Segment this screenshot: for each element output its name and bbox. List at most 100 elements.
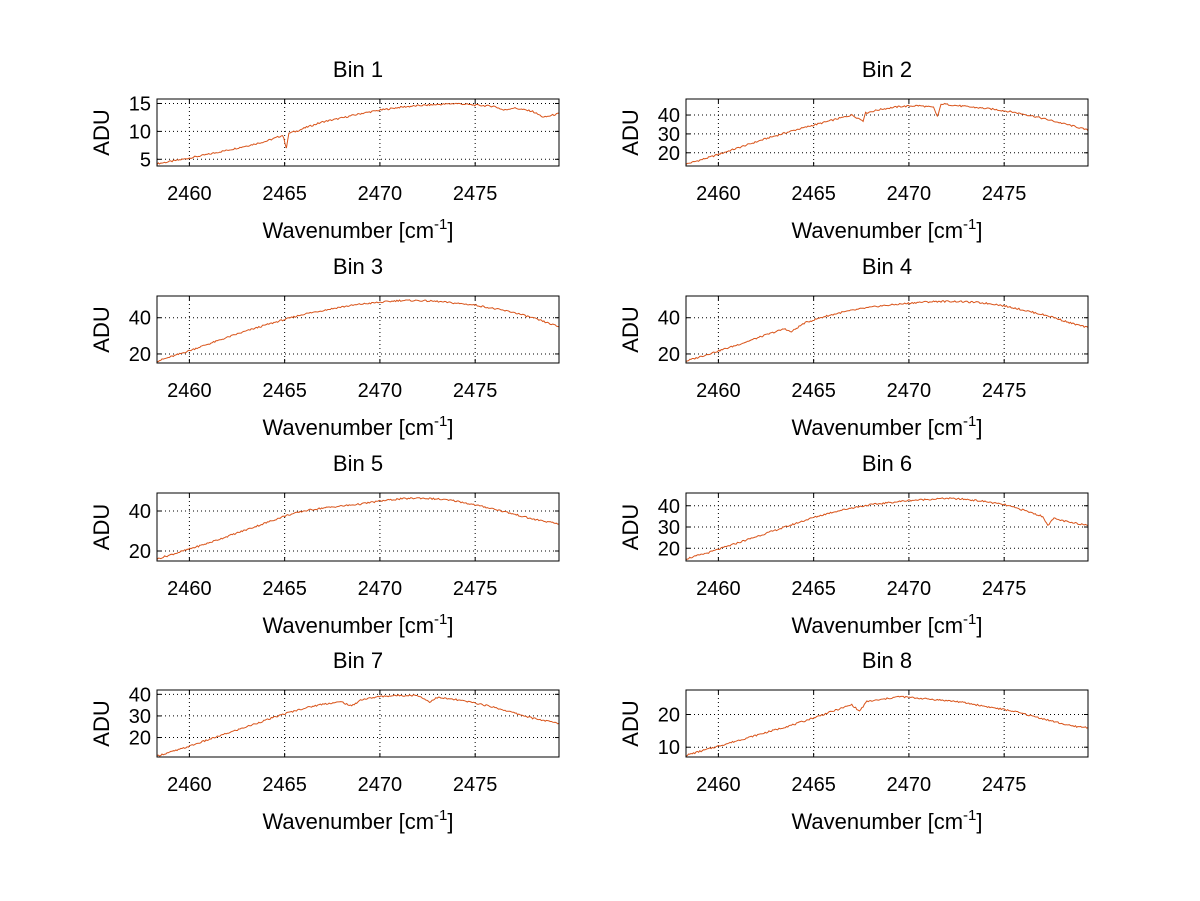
x-tick-label: 2465: [791, 578, 836, 600]
x-axis-label-superscript: -1: [434, 216, 447, 233]
spectrum-line-bin-5: [156, 497, 559, 560]
x-axis-label-superscript: -1: [963, 807, 976, 824]
x-tick-label: 2465: [791, 380, 836, 402]
y-axis-label: ADU: [618, 700, 643, 746]
x-axis-label-close: ]: [447, 809, 453, 834]
x-tick-label: 2470: [887, 380, 932, 402]
x-tick-label: 2475: [453, 774, 498, 796]
y-tick-label: 40: [658, 105, 680, 127]
x-tick-label: 2460: [696, 578, 741, 600]
axes-box: [156, 492, 560, 562]
y-axis-label: ADU: [89, 306, 114, 352]
x-axis-label: Wavenumber [cm-1]: [791, 611, 982, 638]
axes-box: [156, 689, 560, 758]
spectrum-line-bin-2: [685, 102, 1089, 165]
x-tick-label: 2460: [167, 578, 212, 600]
x-axis-label-close: ]: [447, 613, 453, 638]
x-tick-label: 2465: [262, 183, 307, 205]
spectrum-line-bin-4: [685, 300, 1089, 363]
x-tick-label: 2475: [453, 380, 498, 402]
axes-box: [685, 295, 1089, 364]
subplot-bin-8: Bin 8 2460 2465 2470 2475 10 20 Wavenumber [cm-…: [618, 648, 1089, 834]
axes-box: [156, 98, 560, 167]
x-tick-label: 2470: [358, 183, 403, 205]
x-tick-label: 2460: [696, 774, 741, 796]
x-axis-label-superscript: -1: [963, 413, 976, 430]
x-axis-label: Wavenumber [cm-1]: [262, 413, 453, 440]
x-tick-label: 2475: [982, 578, 1027, 600]
x-axis-label-close: ]: [447, 415, 453, 440]
x-tick-label: 2465: [791, 183, 836, 205]
x-axis-label: Wavenumber [cm-1]: [791, 807, 982, 834]
x-tick-label: 2460: [696, 380, 741, 402]
subplot-bin-1: Bin 1 2460 2465 2470 2475 5 10 15 Wavenumber [cm…: [89, 57, 560, 243]
y-tick-label: 20: [129, 344, 151, 366]
y-tick-label: 5: [140, 149, 151, 171]
y-tick-label: 20: [658, 344, 680, 366]
x-axis-label-text: Wavenumber [cm: [791, 415, 963, 440]
x-tick-label: 2460: [167, 774, 212, 796]
x-axis-label: Wavenumber [cm-1]: [262, 611, 453, 638]
y-tick-label: 40: [129, 308, 151, 330]
y-tick-label: 30: [658, 124, 680, 146]
x-axis-label-close: ]: [976, 415, 982, 440]
y-axis-label: ADU: [89, 700, 114, 746]
x-tick-label: 2460: [167, 380, 212, 402]
subplot-title: Bin 4: [862, 254, 912, 279]
x-tick-label: 2470: [887, 183, 932, 205]
x-axis-label-text: Wavenumber [cm: [791, 809, 963, 834]
x-axis-label-close: ]: [976, 613, 982, 638]
y-tick-label: 20: [658, 143, 680, 165]
spectrum-line-bin-6: [685, 497, 1089, 561]
x-axis-label-close: ]: [976, 218, 982, 243]
x-axis-label: Wavenumber [cm-1]: [262, 807, 453, 834]
spectrum-line-bin-1: [156, 102, 560, 165]
x-tick-label: 2470: [887, 578, 932, 600]
x-axis-label-text: Wavenumber [cm: [262, 809, 434, 834]
x-tick-label: 2475: [982, 380, 1027, 402]
x-tick-label: 2460: [696, 183, 741, 205]
x-tick-label: 2465: [262, 578, 307, 600]
axes-box: [685, 98, 1089, 167]
x-tick-label: 2475: [453, 578, 498, 600]
subplot-bin-3: Bin 3 2460 2465 2470 2475 20 40 Wavenumber [cm-…: [89, 254, 560, 440]
subplot-title: Bin 7: [333, 648, 383, 673]
y-axis-label: ADU: [618, 504, 643, 550]
x-axis-label-text: Wavenumber [cm: [262, 415, 434, 440]
y-tick-label: 10: [129, 121, 151, 143]
y-axis-label: ADU: [618, 306, 643, 352]
y-tick-label: 20: [129, 541, 151, 563]
x-axis-label-superscript: -1: [963, 216, 976, 233]
x-axis-label-text: Wavenumber [cm: [791, 218, 963, 243]
x-axis-label-superscript: -1: [434, 413, 447, 430]
subplot-title: Bin 6: [862, 451, 912, 476]
x-axis-label-text: Wavenumber [cm: [262, 218, 434, 243]
y-tick-label: 20: [658, 538, 680, 560]
y-tick-label: 10: [658, 737, 680, 759]
x-tick-label: 2470: [358, 380, 403, 402]
x-axis-label-close: ]: [976, 809, 982, 834]
x-tick-label: 2465: [262, 380, 307, 402]
subplot-title: Bin 8: [862, 648, 912, 673]
x-axis-label-superscript: -1: [963, 611, 976, 628]
x-tick-label: 2470: [358, 578, 403, 600]
y-tick-label: 40: [658, 308, 680, 330]
subplot-title: Bin 2: [862, 57, 912, 82]
x-tick-label: 2465: [262, 774, 307, 796]
y-axis-label: ADU: [89, 109, 114, 155]
subplot-grid: Bin 1 2460 2465 2470 2475 5 10 15 Wavenumber [cm…: [89, 57, 1089, 834]
x-tick-label: 2465: [791, 774, 836, 796]
y-tick-label: 20: [129, 728, 151, 750]
x-axis-label: Wavenumber [cm-1]: [791, 216, 982, 243]
spectrum-line-bin-7: [156, 694, 560, 757]
x-tick-label: 2475: [982, 183, 1027, 205]
y-tick-label: 40: [129, 501, 151, 523]
y-tick-label: 40: [658, 496, 680, 518]
axes-box: [685, 689, 1089, 758]
y-tick-label: 30: [129, 706, 151, 728]
x-tick-label: 2470: [887, 774, 932, 796]
